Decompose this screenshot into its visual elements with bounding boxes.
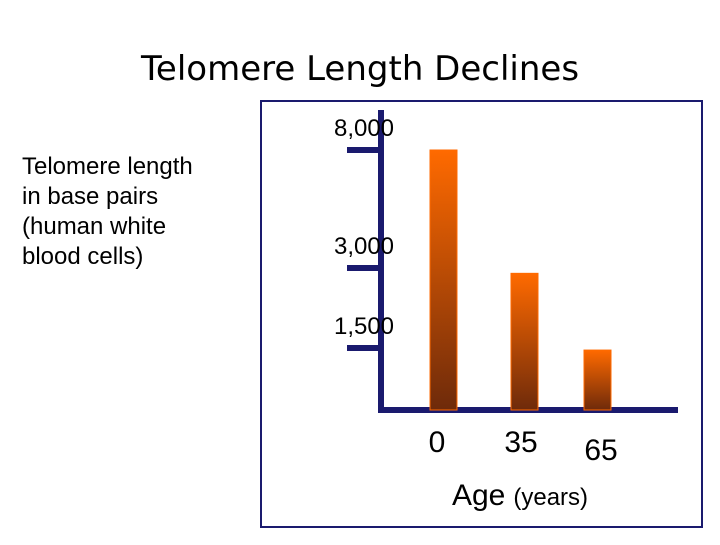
y-tick-label: 1,500 (334, 313, 394, 340)
y-tick-label: 8,000 (334, 115, 394, 142)
x-tick-label: 0 (429, 426, 446, 459)
bar (510, 272, 539, 411)
y-axis-label: Telomere length (22, 153, 193, 180)
x-tick-label: 65 (584, 434, 617, 467)
chart-frame (260, 100, 703, 528)
y-axis-label: blood cells) (22, 243, 143, 270)
y-axis-label: (human white (22, 213, 166, 240)
y-axis-label: in base pairs (22, 183, 158, 210)
chart-title: Telomere Length Declines (140, 49, 579, 89)
x-tick-label: 35 (504, 426, 537, 459)
y-tick-label: 3,000 (334, 233, 394, 260)
bar (429, 149, 458, 411)
x-label-main: Age (452, 479, 505, 512)
bar (583, 349, 612, 411)
x-label-unit: (years) (513, 484, 588, 511)
x-axis-label: Age (years) (452, 479, 588, 512)
